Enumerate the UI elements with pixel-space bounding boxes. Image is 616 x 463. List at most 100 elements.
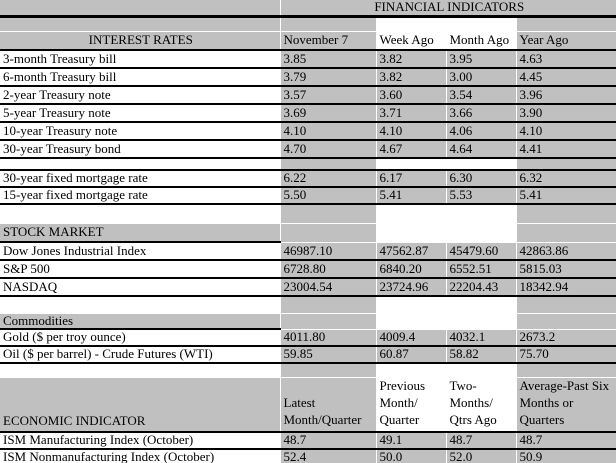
table-row: 10-year Treasury note 4.10 4.10 4.06 4.1…: [0, 122, 616, 142]
cell-value: 5.50: [280, 187, 377, 206]
section-title-stock-market: STOCK MARKET: [0, 223, 281, 244]
cell-value: 3.96: [516, 86, 616, 106]
table-row: Dow Jones Industrial Index 46987.10 4756…: [0, 242, 616, 262]
cell-value: 49.1: [376, 431, 447, 450]
column-header: Month Ago: [446, 31, 517, 52]
column-header: Average-Past Six Months or Quarters: [516, 377, 616, 433]
cell-value: 4.06: [446, 122, 517, 142]
row-label: Gold ($ per troy ounce): [0, 329, 281, 347]
cell-value: 42863.86: [516, 242, 616, 262]
column-header: Year Ago: [516, 31, 616, 52]
cell-value: 75.70: [516, 345, 616, 364]
cell-value: 5815.03: [516, 260, 616, 280]
row-label: 15-year fixed mortgage rate: [0, 187, 281, 206]
cell-value: 6.22: [280, 170, 377, 189]
cell-value: 60.87: [376, 345, 447, 364]
cell-value: 3.60: [376, 86, 447, 106]
spacer-row: [0, 204, 616, 224]
empty-cell: [516, 16, 616, 32]
cell-value: 3.90: [516, 104, 616, 124]
section-title-economic-indicator: ECONOMIC INDICATOR: [0, 377, 281, 433]
cell-value: 48.7: [446, 431, 517, 450]
empty-cell: [0, 158, 281, 172]
row-label: 30-year fixed mortgage rate: [0, 170, 281, 189]
empty-cell: [280, 16, 377, 32]
cell-value: 6728.80: [280, 260, 377, 280]
cell-value: 23004.54: [280, 278, 377, 298]
empty-cell: [376, 204, 447, 224]
cell-value: 52.4: [280, 448, 377, 463]
cell-value: 23724.96: [376, 278, 447, 298]
cell-value: 46987.10: [280, 242, 377, 262]
cell-value: 4.67: [376, 140, 447, 160]
cell-value: 4011.80: [280, 329, 377, 347]
empty-cell: [0, 296, 281, 314]
row-label: 3-month Treasury bill: [0, 50, 281, 70]
cell-value: 48.7: [280, 431, 377, 450]
cell-value: 3.00: [446, 68, 517, 88]
table-row: 2-year Treasury note 3.57 3.60 3.54 3.96: [0, 86, 616, 106]
cell-value: 52.0: [446, 448, 517, 463]
cell-value: 48.7: [516, 431, 616, 450]
empty-cell: [280, 296, 377, 314]
cell-value: 4.63: [516, 50, 616, 70]
table-row: Gold ($ per troy ounce) 4011.80 4009.4 4…: [0, 329, 616, 347]
cell-value: 4.10: [376, 122, 447, 142]
empty-cell: [0, 16, 281, 32]
empty-cell: [0, 204, 281, 224]
empty-cell: [446, 204, 517, 224]
cell-value: 3.57: [280, 86, 377, 106]
empty-cell: [376, 223, 447, 243]
empty-cell: [446, 296, 517, 314]
cell-value: 5.41: [376, 187, 447, 206]
column-header: Two- Months/ Qtrs Ago: [446, 377, 517, 433]
table-row: 5-year Treasury note 3.69 3.71 3.66 3.90: [0, 104, 616, 124]
row-label: 6-month Treasury bill: [0, 68, 281, 88]
commodities-section-row: Commodities: [0, 313, 616, 331]
column-header: Week Ago: [376, 31, 447, 52]
cell-value: 3.95: [446, 50, 517, 70]
table-row: 15-year fixed mortgage rate 5.50 5.41 5.…: [0, 187, 616, 206]
cell-value: 18342.94: [516, 278, 616, 298]
spacer-row: [0, 362, 616, 379]
empty-cell: [516, 313, 616, 330]
empty-cell: [280, 204, 377, 224]
cell-value: 3.71: [376, 104, 447, 124]
stock-market-section-row: STOCK MARKET: [0, 223, 616, 244]
empty-cell: [516, 362, 616, 379]
cell-value: 4.10: [280, 122, 377, 142]
empty-cell: [280, 223, 377, 243]
cell-value: 3.66: [446, 104, 517, 124]
section-title-interest-rates: INTEREST RATES: [0, 31, 281, 52]
economic-indicator-header-row: ECONOMIC INDICATOR Latest Month/Quarter …: [0, 377, 616, 433]
empty-cell: [376, 16, 447, 32]
cell-value: 4.41: [516, 140, 616, 160]
cell-value: 4009.4: [376, 329, 447, 347]
empty-cell: [376, 158, 447, 172]
empty-cell: [280, 313, 377, 330]
cell-value: 4.45: [516, 68, 616, 88]
empty-cell: [516, 223, 616, 243]
empty-cell: [280, 158, 377, 172]
cell-value: 6.32: [516, 170, 616, 189]
cell-value: 6552.51: [446, 260, 517, 280]
column-header: Previous Month/ Quarter: [376, 377, 447, 433]
row-label: 10-year Treasury note: [0, 122, 281, 142]
empty-cell: [376, 296, 447, 314]
section-title-commodities: Commodities: [0, 313, 281, 331]
title-row: FINANCIAL INDICATORS: [0, 0, 616, 18]
cell-value: 5.41: [516, 187, 616, 206]
empty-cell: [516, 204, 616, 224]
empty-cell: [446, 16, 517, 32]
row-label: ISM Manufacturing Index (October): [0, 431, 281, 450]
table-row: 3-month Treasury bill 3.85 3.82 3.95 4.6…: [0, 50, 616, 70]
cell-value: 45479.60: [446, 242, 517, 262]
row-label: ISM Nonmanufacturing Index (October): [0, 448, 281, 463]
column-header: November 7: [280, 31, 377, 52]
row-label: 2-year Treasury note: [0, 86, 281, 106]
row-label: Dow Jones Industrial Index: [0, 242, 281, 262]
page-title: FINANCIAL INDICATORS: [280, 0, 616, 18]
cell-value: 4.10: [516, 122, 616, 142]
cell-value: 4.64: [446, 140, 517, 160]
cell-value: 5.53: [446, 187, 517, 206]
